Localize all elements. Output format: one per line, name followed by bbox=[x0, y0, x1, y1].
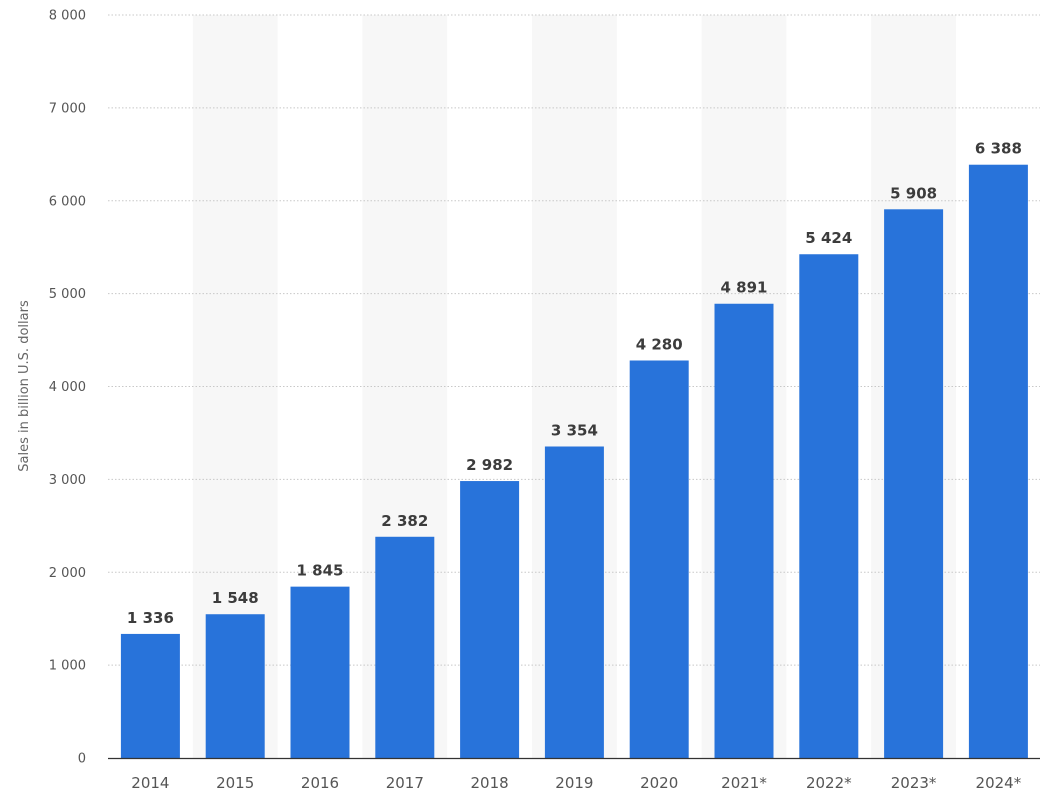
bar bbox=[544, 446, 604, 758]
data-label: 3 354 bbox=[551, 421, 598, 439]
bar bbox=[714, 303, 774, 758]
data-label: 1 845 bbox=[297, 562, 344, 580]
bar bbox=[205, 614, 265, 758]
data-label: 5 908 bbox=[890, 184, 937, 202]
bar bbox=[120, 633, 180, 758]
bar bbox=[968, 164, 1028, 759]
data-label: 6 388 bbox=[975, 140, 1022, 158]
y-tick-label: 0 bbox=[78, 752, 86, 767]
y-tick-label: 6 000 bbox=[49, 194, 86, 209]
bar bbox=[629, 360, 689, 758]
data-label: 2 982 bbox=[466, 456, 513, 474]
x-tick-label: 2016 bbox=[301, 774, 339, 792]
bar bbox=[460, 481, 520, 758]
x-tick-label: 2020 bbox=[640, 774, 678, 792]
x-tick-label: 2024* bbox=[976, 774, 1022, 792]
y-tick-label: 4 000 bbox=[49, 380, 86, 395]
y-tick-label: 1 000 bbox=[49, 659, 86, 674]
data-label: 2 382 bbox=[381, 512, 428, 530]
data-label: 1 336 bbox=[127, 609, 174, 627]
x-tick-label: 2021* bbox=[721, 774, 767, 792]
x-tick-label: 2022* bbox=[806, 774, 852, 792]
bar bbox=[290, 586, 350, 758]
x-tick-label: 2018 bbox=[471, 774, 509, 792]
data-labels: 1 336 1 548 1 845 2 382 2 982 3 354 4 280 4 891… bbox=[127, 140, 1022, 627]
bars bbox=[120, 164, 1028, 759]
bar bbox=[799, 254, 859, 758]
y-tick-label: 7 000 bbox=[49, 101, 86, 116]
x-tick-label: 2014 bbox=[131, 774, 169, 792]
x-tick-label: 2017 bbox=[386, 774, 424, 792]
y-tick-label: 8 000 bbox=[49, 9, 86, 24]
y-tick-label: 3 000 bbox=[49, 473, 86, 488]
bar bbox=[375, 536, 435, 758]
y-tick-label: 2 000 bbox=[49, 566, 86, 581]
y-axis-ticks: 0 1 000 2 000 3 000 4 000 5 000 6 000 7 000 8 00… bbox=[49, 9, 86, 767]
y-tick-label: 5 000 bbox=[49, 287, 86, 302]
x-axis-ticks: 2014 2015 2016 2017 2018 2019 2020 2021* 2022* 20… bbox=[131, 774, 1021, 792]
x-tick-label: 2019 bbox=[555, 774, 593, 792]
x-tick-label: 2023* bbox=[891, 774, 937, 792]
data-label: 4 891 bbox=[721, 279, 768, 297]
data-label: 5 424 bbox=[805, 229, 852, 247]
bar bbox=[884, 209, 944, 758]
y-axis-title: Sales in billion U.S. dollars bbox=[17, 300, 32, 472]
data-label: 1 548 bbox=[212, 589, 259, 607]
x-tick-label: 2015 bbox=[216, 774, 254, 792]
data-label: 4 280 bbox=[636, 335, 683, 353]
